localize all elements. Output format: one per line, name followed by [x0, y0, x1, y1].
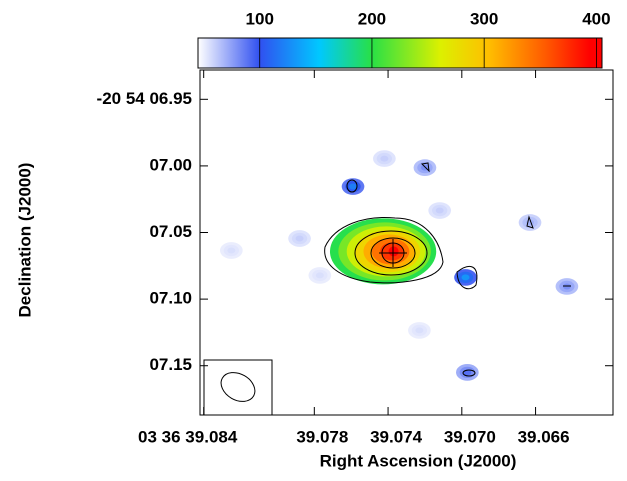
image-blob	[415, 327, 424, 334]
x-tick-label: 39.074	[370, 427, 423, 446]
image-blob	[295, 235, 304, 242]
image-blob	[435, 207, 444, 214]
image-blob	[227, 247, 236, 254]
x-tick-label: 39.066	[518, 427, 570, 446]
y-tick-label: -20 54 06.95	[97, 89, 192, 108]
contour	[420, 162, 430, 173]
x-tick-label: 39.070	[444, 427, 496, 446]
colorbar-tick-label: 200	[358, 9, 386, 28]
contour	[526, 215, 534, 229]
beam-box	[203, 359, 273, 416]
y-axis-label: Declination (J2000)	[15, 163, 34, 318]
contour	[346, 179, 358, 193]
x-tick-label: 03 36 39.084	[138, 427, 238, 446]
image-blob	[380, 155, 389, 162]
contours	[324, 162, 571, 377]
crosshair	[379, 239, 407, 267]
y-tick-label: 07.10	[149, 289, 192, 308]
image-blob	[388, 246, 399, 257]
contour	[456, 265, 478, 290]
y-tick-label: 07.15	[149, 355, 192, 374]
image-blob	[461, 274, 470, 281]
colorbar-tick-label: 400	[582, 9, 610, 28]
x-axis-label: Right Ascension (J2000)	[320, 451, 517, 470]
colorbar-tick-label: 100	[246, 9, 274, 28]
beam	[220, 372, 256, 402]
contour	[370, 237, 416, 269]
contour	[462, 369, 476, 377]
colorbar-tick-label: 300	[470, 9, 498, 28]
colorbar	[197, 37, 603, 69]
frame	[199, 69, 614, 416]
contour	[324, 216, 444, 284]
y-tick-label: 07.00	[149, 155, 192, 174]
image-blob	[315, 272, 324, 279]
contour	[354, 230, 428, 276]
y-tick-label: 07.05	[149, 222, 192, 241]
x-tick-label: 39.078	[296, 427, 348, 446]
image-layer	[220, 150, 579, 381]
image-blob	[349, 183, 358, 190]
